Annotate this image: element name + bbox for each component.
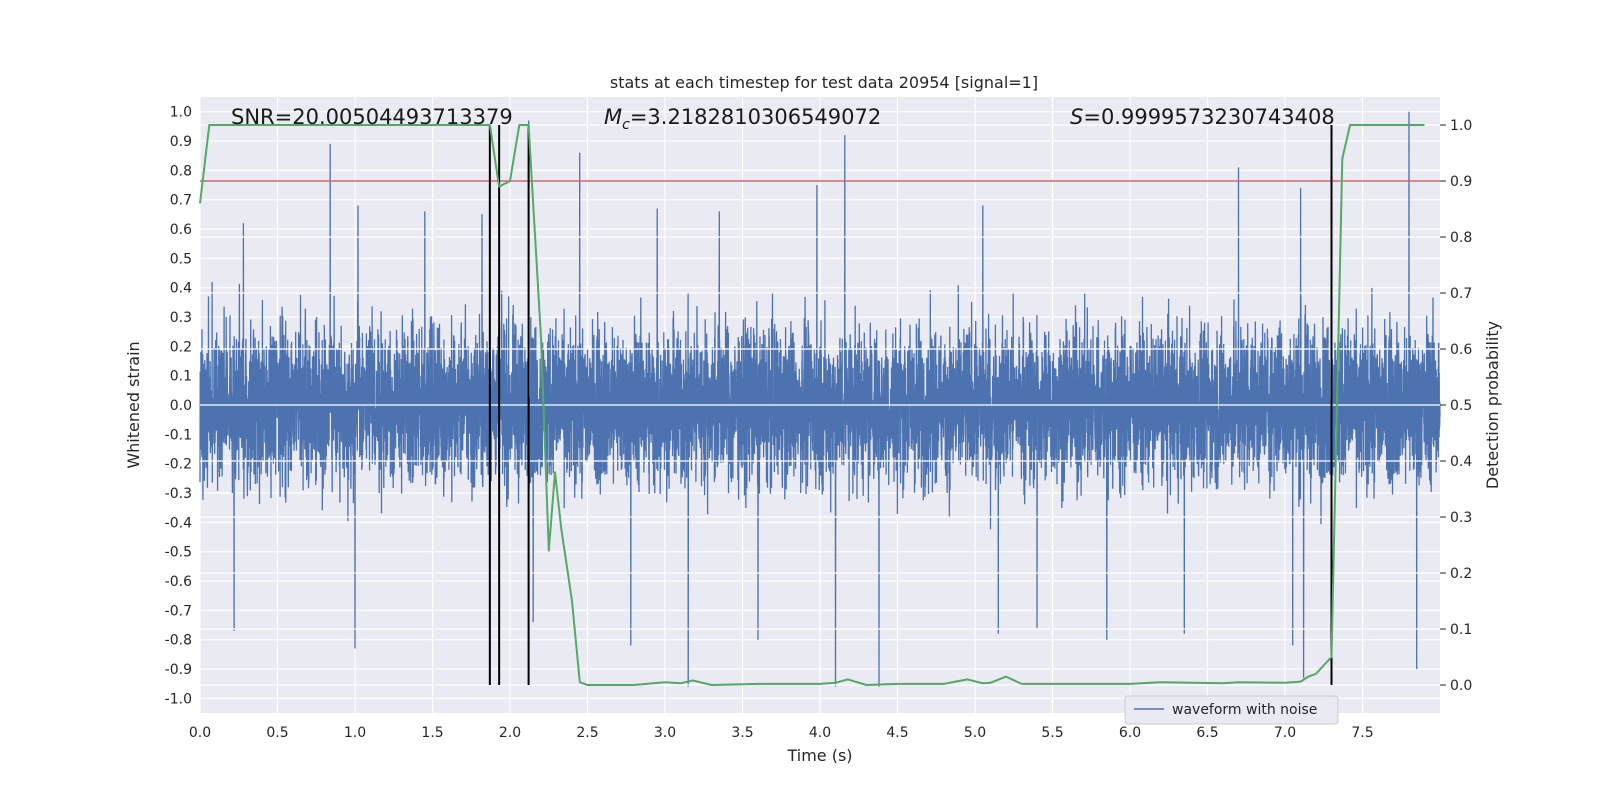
y2-tick-label: 0.3 (1450, 510, 1472, 526)
y-tick-label: 0.9 (170, 134, 192, 150)
y-tick-label: -0.7 (165, 603, 192, 619)
y-tick-label: 0.4 (170, 281, 192, 297)
x-tick-label: 5.0 (964, 725, 986, 741)
y-tick-label: 0.3 (170, 310, 192, 326)
y2-tick-label: 0.9 (1450, 174, 1472, 190)
x-tick-label: 6.0 (1119, 725, 1141, 741)
x-tick-label: 2.5 (576, 725, 598, 741)
chirp-mass-symbol: M (604, 105, 622, 129)
y2-tick-label: 0.1 (1450, 622, 1472, 638)
chirp-mass-annotation: Mc=3.2182810306549072 (604, 105, 881, 133)
waveform-series (199, 111, 1441, 687)
y2-axis-label: Detection probability (1483, 321, 1502, 489)
y-tick-label: 0.7 (170, 193, 192, 209)
y-tick-label: -0.9 (165, 662, 192, 678)
x-tick-label: 3.0 (654, 725, 676, 741)
probability-series (199, 124, 1425, 686)
y-tick-label: 0.5 (170, 251, 192, 267)
y2-tick-label: 1.0 (1450, 118, 1472, 134)
y-tick-label: 0.2 (170, 339, 192, 355)
x-tick-label: 7.0 (1274, 725, 1296, 741)
chart-title: stats at each timestep for test data 209… (610, 73, 1038, 92)
x-tick-label: 6.5 (1196, 725, 1218, 741)
y-tick-label: 0.1 (170, 369, 192, 385)
y2-tick-label: 0.8 (1450, 230, 1472, 246)
y-tick-label: 0.6 (170, 222, 192, 238)
marker-lines (488, 125, 1333, 685)
x-tick-label: 5.5 (1041, 725, 1063, 741)
y2-tick-label: 0.6 (1450, 342, 1472, 358)
x-axis-ticks: 0.0 0.5 1.0 1.5 2.0 2.5 3.0 3.5 4.0 4.5 5.0 5.5 6.0 6… (189, 725, 1374, 741)
y-tick-label: -0.8 (165, 633, 192, 649)
y-tick-label: -0.1 (165, 427, 192, 443)
y-tick-label: -0.2 (165, 457, 192, 473)
y-tick-label: -0.4 (165, 515, 192, 531)
legend-entry-waveform: waveform with noise (1172, 702, 1317, 718)
legend: waveform with noise (1124, 695, 1339, 725)
x-tick-label: 3.5 (731, 725, 753, 741)
x-tick-label: 1.0 (344, 725, 366, 741)
chirp-mass-subscript: c (622, 117, 630, 133)
x-tick-label: 7.5 (1351, 725, 1373, 741)
y-tick-label: 1.0 (170, 105, 192, 121)
y-tick-label: -0.6 (165, 574, 192, 590)
y-axis-ticks: -1.0 -0.9 -0.8 -0.7 -0.6 -0.5 -0.4 -0.3 -0.2 -0.1… (165, 105, 192, 708)
y-tick-label: -0.5 (165, 545, 192, 561)
y-tick-label: 0.0 (170, 398, 192, 414)
y2-tick-label: 0.0 (1450, 678, 1472, 694)
probability-line (199, 124, 1425, 686)
y2-tick-label: 0.4 (1450, 454, 1472, 470)
chirp-mass-value: =3.2182810306549072 (630, 105, 881, 129)
score-symbol: S (1070, 105, 1083, 129)
x-tick-label: 4.5 (886, 725, 908, 741)
waveform-line (199, 111, 1441, 687)
score-value: =0.9999573230743408 (1083, 105, 1334, 129)
y-tick-label: -0.3 (165, 486, 192, 502)
y2-tick-label: 0.7 (1450, 286, 1472, 302)
x-axis-label: Time (s) (786, 746, 852, 765)
y2-axis-ticks: 0.0 0.1 0.2 0.3 0.4 0.5 0.6 0.7 0.8 0.9 1.0 (1440, 118, 1472, 694)
y2-tick-label: 0.5 (1450, 398, 1472, 414)
x-tick-label: 0.0 (189, 725, 211, 741)
y2-tick-label: 0.2 (1450, 566, 1472, 582)
x-tick-label: 0.5 (266, 725, 288, 741)
x-tick-label: 1.5 (421, 725, 443, 741)
y-tick-label: -1.0 (165, 691, 192, 707)
score-annotation: S=0.9999573230743408 (1070, 105, 1335, 129)
y-tick-label: 0.8 (170, 163, 192, 179)
x-tick-label: 4.0 (809, 725, 831, 741)
x-tick-label: 2.0 (499, 725, 521, 741)
snr-annotation: SNR=20.00504493713379 (231, 105, 513, 129)
legend-box (1124, 695, 1339, 725)
y-axis-label: Whitened strain (124, 341, 143, 468)
